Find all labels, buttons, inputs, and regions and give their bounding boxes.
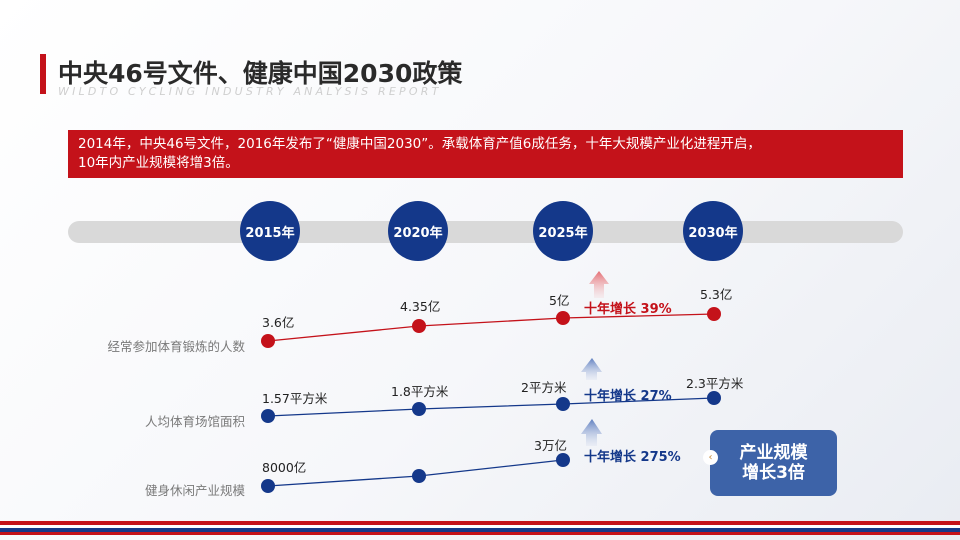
line-people-exercise <box>267 313 715 342</box>
value-people-2015: 3.6亿 <box>262 315 295 330</box>
banner-line-1: 2014年，中央46号文件，2016年发布了“健康中国2030”。承载体育产值6… <box>78 136 761 152</box>
value-fitness-2025: 3万亿 <box>534 438 567 453</box>
up-arrow-icon <box>589 271 609 298</box>
value-venue-2020: 1.8平方米 <box>391 384 449 399</box>
callout-marker-icon: ‹ <box>703 450 718 465</box>
point-people-2015 <box>261 334 275 348</box>
point-venue-2020 <box>412 402 426 416</box>
callout-line-2: 增长3倍 <box>742 463 805 483</box>
banner-line-2: 10年内产业规模将增3倍。 <box>78 155 239 171</box>
value-venue-2025: 2平方米 <box>521 380 567 395</box>
growth-fitness: 十年增长 275% <box>584 450 681 465</box>
point-venue-2015 <box>261 409 275 423</box>
year-marker-2025: 2025年 <box>533 201 593 261</box>
line-venue-area <box>267 397 715 417</box>
year-marker-2030: 2030年 <box>683 201 743 261</box>
point-fitness-2025 <box>556 453 570 467</box>
value-venue-2030: 2.3平方米 <box>686 376 744 391</box>
up-arrow-icon <box>581 358 602 380</box>
scale-growth-callout: 产业规模 增长3倍 <box>710 430 837 496</box>
up-arrow-icon <box>581 419 602 446</box>
point-people-2030 <box>707 307 721 321</box>
point-people-2020 <box>412 319 426 333</box>
metric-label-people: 经常参加体育锻炼的人数 <box>107 339 245 354</box>
value-people-2020: 4.35亿 <box>400 299 441 314</box>
summary-banner: 2014年，中央46号文件，2016年发布了“健康中国2030”。承载体育产值6… <box>68 130 903 178</box>
year-marker-2015: 2015年 <box>240 201 300 261</box>
point-fitness-2020 <box>412 469 426 483</box>
value-fitness-2015: 8000亿 <box>262 460 307 475</box>
footer-stripe-red-bottom <box>0 532 960 535</box>
growth-venue: 十年增长 27% <box>584 389 672 404</box>
footer-stripe-blue <box>0 528 960 532</box>
year-marker-2020: 2020年 <box>388 201 448 261</box>
value-people-2025: 5亿 <box>549 293 570 308</box>
growth-people: 十年增长 39% <box>584 302 672 317</box>
callout-line-1: 产业规模 <box>739 443 808 463</box>
page-title: 中央46号文件、健康中国2030政策 <box>58 59 463 88</box>
footer-stripe-red <box>0 521 960 525</box>
footer-stripe-white <box>0 525 960 528</box>
point-fitness-2015 <box>261 479 275 493</box>
metric-label-fitness: 健身休闲产业规模 <box>144 483 245 498</box>
metric-label-venue: 人均体育场馆面积 <box>144 414 245 429</box>
point-people-2025 <box>556 311 570 325</box>
point-venue-2030 <box>707 391 721 405</box>
point-venue-2025 <box>556 397 570 411</box>
page-subtitle: WILDTO CYCLING INDUSTRY ANALYSIS REPORT <box>58 85 442 98</box>
value-venue-2015: 1.57平方米 <box>262 391 328 406</box>
title-accent-bar <box>40 54 46 94</box>
value-people-2030: 5.3亿 <box>700 287 733 302</box>
